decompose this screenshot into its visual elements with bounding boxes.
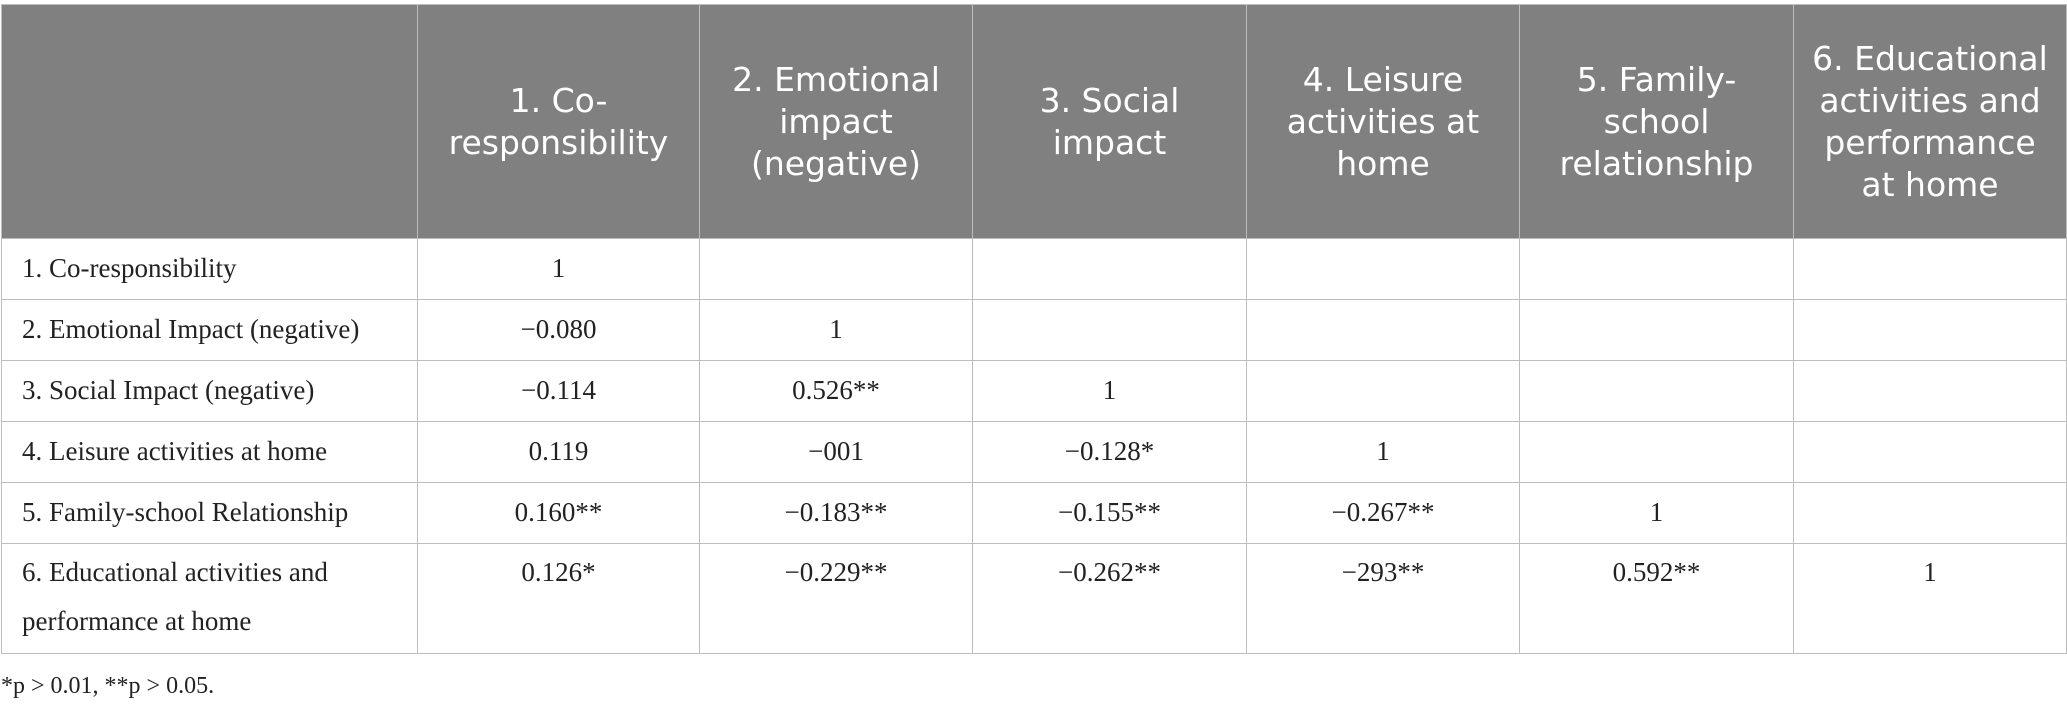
row-label: 6. Educational activities and performanc… <box>1 543 418 654</box>
cell <box>972 238 1247 300</box>
correlation-table: 1. Co-responsibility 2. Emotional impact… <box>1 4 2067 654</box>
header-emotional-impact: 2. Emotional impact (negative) <box>699 4 973 239</box>
header-co-responsibility: 1. Co-responsibility <box>417 4 700 239</box>
table-row: 5. Family-school Relationship 0.160** −0… <box>1 482 2067 544</box>
cell: 0.592** <box>1519 543 1794 654</box>
cell <box>1519 238 1794 300</box>
cell <box>1519 360 1794 422</box>
cell <box>1793 238 2067 300</box>
row-label: 3. Social Impact (negative) <box>1 360 418 422</box>
cell: 1 <box>972 360 1247 422</box>
cell: 0.119 <box>417 421 700 483</box>
cell: −0.229** <box>699 543 973 654</box>
table-row: 3. Social Impact (negative) −0.114 0.526… <box>1 360 2067 422</box>
row-label: 5. Family-school Relationship <box>1 482 418 544</box>
cell: −0.114 <box>417 360 700 422</box>
cell <box>1246 238 1520 300</box>
cell: −0.128* <box>972 421 1247 483</box>
cell <box>1793 299 2067 361</box>
cell: −0.080 <box>417 299 700 361</box>
cell <box>1793 360 2067 422</box>
header-educational-activities: 6. Educational activities and performanc… <box>1793 4 2067 239</box>
table-row: 2. Emotional Impact (negative) −0.080 1 <box>1 299 2067 361</box>
cell <box>1519 421 1794 483</box>
header-social-impact: 3. Social impact <box>972 4 1247 239</box>
header-family-school: 5. Family-school relationship <box>1519 4 1794 239</box>
cell: 1 <box>1793 543 2067 654</box>
header-leisure-activities: 4. Leisure activities at home <box>1246 4 1520 239</box>
cell: −0.155** <box>972 482 1247 544</box>
row-label: 2. Emotional Impact (negative) <box>1 299 418 361</box>
cell: 1 <box>417 238 700 300</box>
table-footnote: *p > 0.01, **p > 0.05. <box>1 673 215 699</box>
cell: −0.267** <box>1246 482 1520 544</box>
cell: −0.183** <box>699 482 973 544</box>
cell <box>972 299 1247 361</box>
cell: 0.126* <box>417 543 700 654</box>
cell: 1 <box>1246 421 1520 483</box>
cell: 1 <box>699 299 973 361</box>
row-label: 4. Leisure activities at home <box>1 421 418 483</box>
row-label: 1. Co-responsibility <box>1 238 418 300</box>
cell: 0.526** <box>699 360 973 422</box>
cell: 1 <box>1519 482 1794 544</box>
cell <box>1793 482 2067 544</box>
header-row: 1. Co-responsibility 2. Emotional impact… <box>1 4 2067 239</box>
table-row: 6. Educational activities and performanc… <box>1 543 2067 654</box>
cell: 0.160** <box>417 482 700 544</box>
cell <box>699 238 973 300</box>
cell <box>1246 299 1520 361</box>
table-row: 1. Co-responsibility 1 <box>1 238 2067 300</box>
cell: −293** <box>1246 543 1520 654</box>
header-cell-blank <box>1 4 418 239</box>
cell <box>1519 299 1794 361</box>
cell <box>1246 360 1520 422</box>
table-row: 4. Leisure activities at home 0.119 −001… <box>1 421 2067 483</box>
cell <box>1793 421 2067 483</box>
cell: −0.262** <box>972 543 1247 654</box>
cell: −001 <box>699 421 973 483</box>
